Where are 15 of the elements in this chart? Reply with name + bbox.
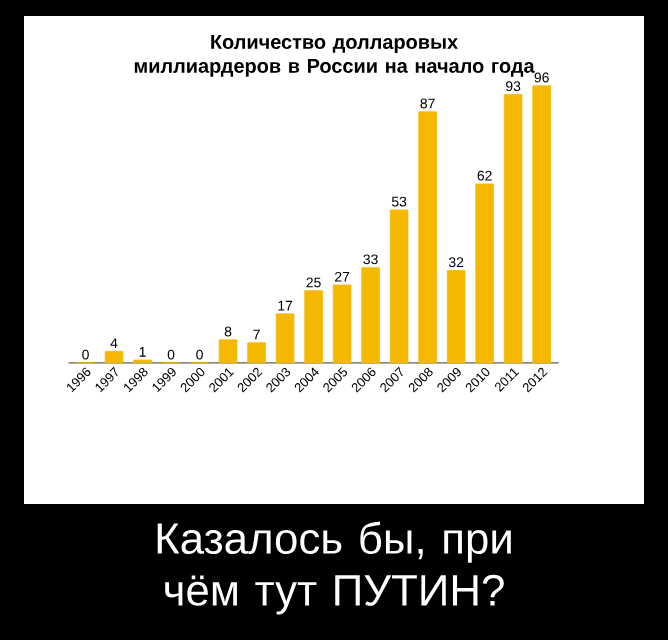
bar [475,183,494,364]
bar [332,284,352,364]
bar [361,267,380,364]
bar [389,209,409,364]
chart-title: Количество долларовых миллиардеров в России на начало года [134,35,535,77]
bar [218,339,238,364]
bar [418,111,437,364]
bar [503,94,523,364]
bar [275,313,295,364]
bar [247,342,266,364]
bar [532,85,551,364]
bar [304,290,323,364]
bar [104,350,124,364]
bar [446,270,466,364]
text: Казалось бы, при чём тут ПУТИН? [157,521,511,615]
